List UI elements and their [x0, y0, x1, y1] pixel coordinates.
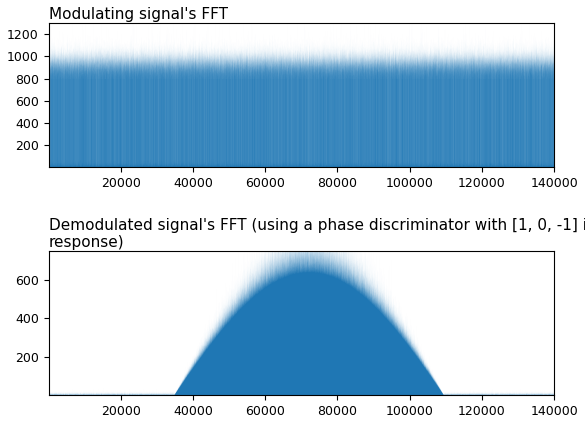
Text: Modulating signal's FFT: Modulating signal's FFT: [49, 7, 228, 22]
Text: Demodulated signal's FFT (using a phase discriminator with [1, 0, -1] impulse
re: Demodulated signal's FFT (using a phase …: [49, 218, 585, 250]
